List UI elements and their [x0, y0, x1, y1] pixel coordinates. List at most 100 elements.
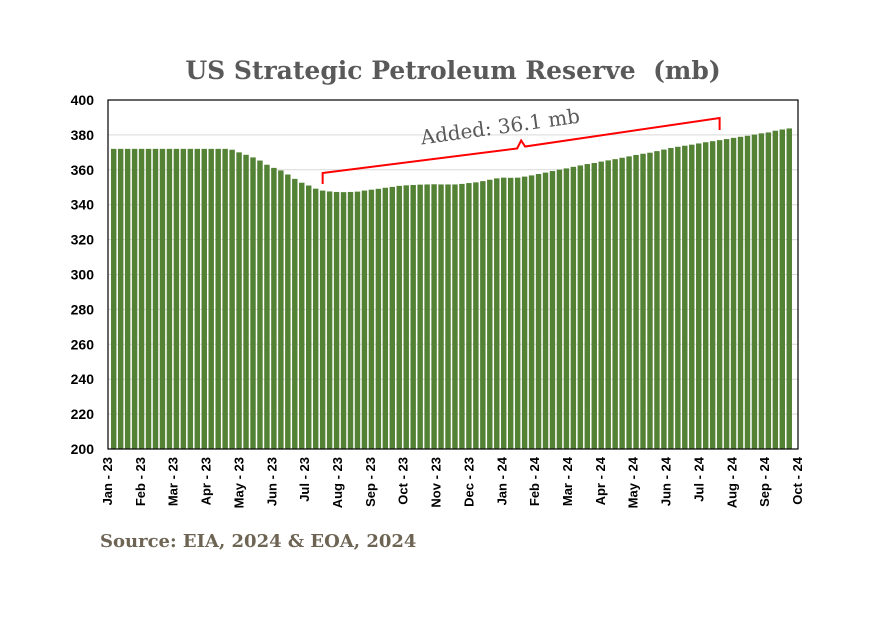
bar	[556, 169, 563, 449]
bar	[723, 139, 730, 449]
x-tick-label: Jul - 23	[297, 457, 312, 502]
x-tick-label: Mar - 24	[560, 456, 575, 506]
bar	[570, 166, 577, 449]
bar	[737, 136, 744, 449]
bar	[382, 187, 389, 449]
bar	[201, 148, 207, 450]
bar	[730, 137, 737, 449]
bar	[584, 164, 591, 450]
bar	[709, 141, 716, 449]
bar	[675, 146, 681, 449]
bar	[535, 173, 542, 450]
y-tick-label: 400	[71, 92, 95, 108]
bar	[361, 190, 368, 449]
bar	[521, 176, 528, 450]
bar	[431, 184, 437, 449]
bar	[187, 148, 194, 450]
bar	[215, 148, 221, 450]
bar	[410, 184, 416, 450]
x-tick-label: Feb - 23	[133, 457, 148, 506]
bar	[347, 191, 354, 449]
y-tick-label: 240	[71, 371, 95, 387]
bar	[480, 181, 486, 449]
bar	[528, 175, 535, 449]
bar	[299, 182, 305, 449]
x-axis-ticks: Jan - 23 Feb - 23 Mar - 23 Apr - 23 May - 23…	[100, 456, 805, 508]
x-tick-label: Sep - 24	[757, 456, 772, 507]
bar	[751, 134, 758, 450]
bar	[452, 184, 458, 449]
bar	[654, 151, 660, 449]
y-tick-label: 260	[71, 336, 95, 352]
y-tick-label: 280	[71, 301, 95, 317]
chart-title-text: US Strategic Petroleum Reserve	[185, 56, 636, 85]
bar	[326, 191, 333, 449]
bar	[166, 148, 173, 450]
y-tick-label: 320	[71, 232, 95, 248]
x-tick-label: Nov - 23	[429, 457, 444, 508]
bar	[779, 129, 786, 450]
bar	[159, 148, 166, 450]
bar	[417, 184, 423, 449]
bar	[257, 160, 263, 450]
bar	[243, 154, 249, 450]
x-tick-label: Jan - 24	[494, 456, 509, 505]
bar	[494, 178, 500, 449]
x-tick-label: Oct - 23	[396, 457, 411, 505]
x-tick-label: Jan - 23	[100, 457, 115, 505]
annotation-layer: Added: 36.1 mb	[321, 104, 721, 184]
bar	[354, 191, 361, 450]
bar	[577, 165, 584, 449]
bar	[744, 135, 751, 449]
source-note: Source: EIA, 2024 & EOA, 2024	[100, 531, 417, 552]
bar	[438, 184, 444, 449]
bar	[222, 148, 228, 450]
bar	[333, 191, 340, 449]
bar	[473, 182, 479, 450]
x-tick-label: Mar - 23	[166, 457, 181, 506]
x-tick-label: May - 24	[626, 456, 641, 508]
x-tick-label: Apr - 23	[199, 457, 214, 505]
bar	[173, 148, 180, 450]
x-tick-label: Jul - 24	[691, 456, 706, 502]
plot-area-frame	[107, 99, 799, 450]
x-tick-label: Dec - 23	[461, 457, 476, 507]
bar	[786, 128, 792, 449]
bar	[389, 186, 396, 449]
bar	[647, 152, 653, 449]
x-tick-label: Oct - 24	[790, 456, 805, 504]
bar	[702, 142, 709, 450]
bar	[772, 130, 779, 449]
x-tick-label: Feb - 24	[527, 456, 542, 506]
bar	[633, 154, 639, 449]
y-tick-label: 200	[71, 441, 95, 457]
bar	[111, 148, 117, 450]
bar	[194, 148, 200, 450]
bar	[466, 183, 472, 449]
x-tick-label: Jun - 23	[264, 457, 279, 506]
bar	[689, 144, 695, 450]
bar	[180, 148, 187, 450]
x-tick-label: May - 23	[231, 457, 246, 508]
bar	[312, 188, 319, 449]
bar	[605, 160, 611, 449]
bar	[612, 159, 618, 449]
bar	[319, 190, 326, 449]
bar	[661, 149, 667, 449]
bar	[445, 184, 451, 449]
bar	[682, 145, 688, 449]
bar	[138, 148, 145, 450]
y-tick-label: 300	[71, 267, 95, 283]
bar	[278, 170, 284, 449]
bar	[250, 157, 256, 449]
bar	[591, 162, 597, 450]
bar	[514, 177, 521, 449]
bar	[459, 183, 465, 449]
bar	[619, 157, 625, 449]
bar	[152, 148, 159, 450]
bar	[264, 164, 270, 450]
bar	[696, 143, 702, 449]
bar	[668, 147, 674, 450]
bar	[271, 167, 277, 449]
bar	[396, 185, 402, 449]
